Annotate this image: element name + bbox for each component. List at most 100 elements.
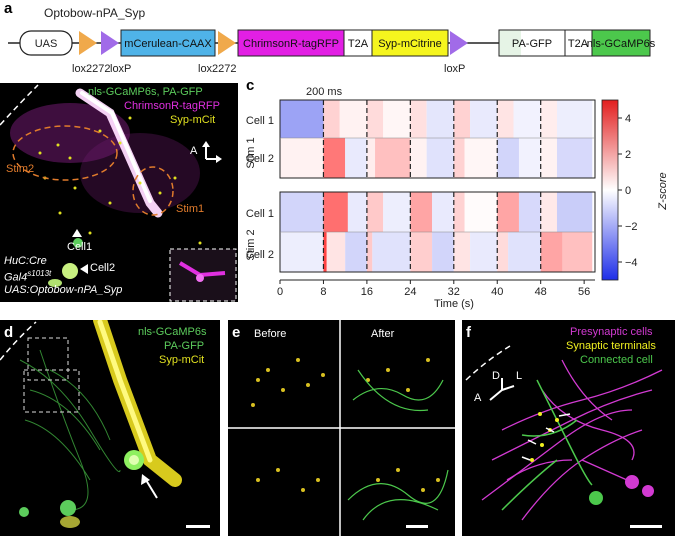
loxp-site-2 xyxy=(450,31,468,55)
heatmap-cell-g1-r2-s1 xyxy=(280,138,324,178)
heatmap-cell-g2-r1-s3 xyxy=(347,192,367,232)
s1-cell1-label: Cell 1 xyxy=(246,115,274,127)
duration-label: 200 ms xyxy=(306,86,343,98)
heatmap-cell-g1-r1-s13 xyxy=(556,100,593,138)
heatmap-cell-g1-r1-s4 xyxy=(366,100,384,138)
heatmap-cell-g1-r2-s12 xyxy=(540,138,557,178)
heatmap-cell-g1-r1-s7 xyxy=(426,100,454,138)
heatmap-cell-g2-r2-s13 xyxy=(540,232,563,272)
after-label: After xyxy=(371,328,395,340)
heatmap-cell-g1-r1-s6 xyxy=(410,100,427,138)
legend-connected-cell: Connected cell xyxy=(580,354,653,366)
construct-diagram: Optobow-nPA_Syp UAS mCerulean-CAAX Chrim… xyxy=(8,6,656,75)
panel-e-label: e xyxy=(232,324,241,341)
citrine-box xyxy=(371,29,449,57)
legend-presynaptic: Presynaptic cells xyxy=(570,326,653,338)
heatmap-cell-g1-r2-s6 xyxy=(410,138,427,178)
legend-sypmcit: Syp-mCit xyxy=(170,114,216,126)
mcerulean-box xyxy=(120,29,216,57)
heatmap-cell-g2-r1-s7 xyxy=(432,192,454,232)
legend-gcamp: nls-GCaMP6s xyxy=(138,326,207,338)
uas-label: UAS xyxy=(35,38,58,50)
t2a-label-2: T2A xyxy=(568,38,589,50)
before-label: Before xyxy=(254,328,287,340)
axis-a-label: A xyxy=(474,392,482,404)
legend-sypmcit: Syp-mCit xyxy=(159,354,205,366)
panel-f-label: f xyxy=(466,324,471,341)
heatmap-cell-g1-r2-s9 xyxy=(464,138,498,178)
uas-box xyxy=(19,30,73,56)
s1-cell2-label: Cell 2 xyxy=(246,153,274,165)
stim1-group-label: Stim 1 xyxy=(245,137,257,168)
panel-e-scale-bar xyxy=(406,525,428,528)
colorbar-tick-label-4: −4 xyxy=(625,257,638,269)
heatmap-cell-g2-r2-s7 xyxy=(410,232,433,272)
heatmap-cell-g1-r2-s5 xyxy=(375,138,411,178)
panel-d-image: nls-GCaMP6s PA-GFP Syp-mCit xyxy=(0,320,220,536)
genotype-line-1: HuC:Cre xyxy=(4,255,47,267)
panel-c-label: c xyxy=(246,77,255,94)
heatmap-cell-g1-r2-s3 xyxy=(345,138,367,178)
legend-chrimson: ChrimsonR-tagRFP xyxy=(124,100,220,112)
stim2-label: Stim2 xyxy=(6,163,35,175)
heatmap-cell-g1-r1-s3 xyxy=(339,100,367,138)
x-tick-label-0: 0 xyxy=(277,286,283,298)
colorbar-tick-label-2: 0 xyxy=(625,185,631,197)
heatmap-cell-g2-r2-s6 xyxy=(372,232,411,272)
heatmap-cell-g1-r2-s4 xyxy=(366,138,376,178)
panel-b-image: nls-GCaMP6s, PA-GFP ChrimsonR-tagRFP Syp… xyxy=(0,83,238,302)
heatmap-chart: 200 ms 0 8 16 24 32 40 48 56 Stim 1 Stim 2 Cell… xyxy=(245,86,669,310)
heatmap-cell-g2-r2-s12 xyxy=(508,232,541,272)
x-tick-label-5: 40 xyxy=(491,286,503,298)
legend-synaptic-terminals: Synaptic terminals xyxy=(566,340,656,352)
heatmap-cell-g2-r1-s8 xyxy=(453,192,465,232)
panel-d-label: d xyxy=(4,324,14,341)
genotype-line-2: Gal4s1013t xyxy=(4,269,52,284)
loxp-site-1 xyxy=(101,31,119,55)
lox2272-site-1 xyxy=(79,31,97,55)
heatmap-cell-g2-r2-s3 xyxy=(326,232,346,272)
x-tick-label-1: 8 xyxy=(320,286,326,298)
t2a-label-1: T2A xyxy=(348,38,369,50)
heatmap-cell-g1-r1-s1 xyxy=(280,100,324,138)
heatmap-cell-g1-r2-s11 xyxy=(518,138,541,178)
heatmap-cell-g1-r1-s8 xyxy=(453,100,471,138)
colorbar-tick-label-0: 4 xyxy=(625,113,631,125)
heatmap-cell-g1-r1-s11 xyxy=(513,100,541,138)
heatmap-cell-g2-r2-s11 xyxy=(497,232,509,272)
mcerulean-label: mCerulean-CAAX xyxy=(124,38,212,50)
site-label-loxp-2: loxP xyxy=(444,63,465,75)
heatmap-cell-g2-r2-s10 xyxy=(470,232,498,272)
site-label-lox2272-1: lox2272 xyxy=(72,63,111,75)
heatmap-cell-g2-r1-s5 xyxy=(383,192,411,232)
panel-f-scale-bar xyxy=(630,525,662,528)
heatmap-cell-g2-r2-s4 xyxy=(345,232,367,272)
legend-gcamp-pagfp: nls-GCaMP6s, PA-GFP xyxy=(88,86,203,98)
lox2272-site-2 xyxy=(218,31,236,55)
heatmap-cell-g2-r1-s11 xyxy=(518,192,541,232)
s2-cell2-label: Cell 2 xyxy=(246,249,274,261)
colorbar-label: Z-score xyxy=(657,172,669,210)
s2-cell1-label: Cell 1 xyxy=(246,208,274,220)
cell2-label: Cell2 xyxy=(90,262,116,274)
gcamp-label: nls-GCaMP6s xyxy=(587,38,656,50)
heatmap-cell-g2-r1-s4 xyxy=(366,192,384,232)
pagfp-label: PA-GFP xyxy=(512,38,552,50)
axis-l-label: L xyxy=(516,370,523,382)
heatmap-cell-g2-r1-s10 xyxy=(497,192,519,232)
heatmap-cell-g1-r1-s9 xyxy=(470,100,498,138)
x-tick-label-4: 32 xyxy=(448,286,460,298)
x-tick-label-2: 16 xyxy=(361,286,373,298)
chrimson-box xyxy=(237,29,345,57)
colorbar-tick-label-1: 2 xyxy=(625,149,631,161)
site-label-lox2272-2: lox2272 xyxy=(198,63,237,75)
heatmap-cell-g1-r2-s13 xyxy=(556,138,593,178)
heatmap-cell-g1-r2-s8 xyxy=(453,138,465,178)
heatmap-cell-g1-r1-s5 xyxy=(383,100,411,138)
panel-f-image: Presynaptic cells Synaptic terminals Con… xyxy=(462,320,675,536)
heatmap-cell-g2-r1-s12 xyxy=(540,192,557,232)
heatmap-cell-g1-r1-s10 xyxy=(497,100,514,138)
site-label-loxp-1: loxP xyxy=(110,63,131,75)
heatmap-frame-group-1 xyxy=(279,99,596,179)
heatmap-cell-g2-r1-s9 xyxy=(464,192,498,232)
